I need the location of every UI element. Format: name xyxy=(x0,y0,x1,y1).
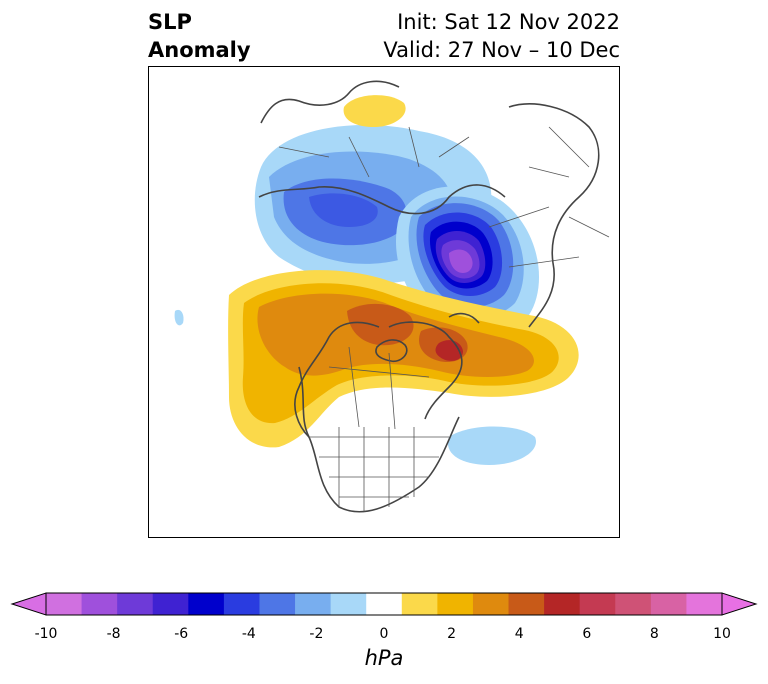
colorbar-tick-label: 4 xyxy=(514,626,524,642)
colorbar-tick-label: 6 xyxy=(582,626,592,642)
colorbar-segment xyxy=(401,593,438,615)
title-line-1: SLP xyxy=(148,10,192,34)
colorbar-segment xyxy=(152,593,189,615)
colorbar-tick-label: -8 xyxy=(106,626,121,642)
colorbar-segment xyxy=(117,593,154,615)
colorbar-segment xyxy=(188,593,225,615)
colorbar-tick-label: 0 xyxy=(379,626,389,642)
colorbar-tick-label: -6 xyxy=(174,626,189,642)
colorbar-tick-label: 2 xyxy=(447,626,457,642)
title-line-2: Anomaly xyxy=(148,38,251,62)
colorbar-segment xyxy=(46,593,83,615)
colorbar-segment xyxy=(330,593,367,615)
colorbar-segment xyxy=(579,593,616,615)
colorbar-segment xyxy=(259,593,296,615)
map-panel xyxy=(148,66,620,538)
colorbar-segment xyxy=(650,593,687,615)
colorbar-extend-left xyxy=(10,592,47,616)
colorbar-tick-label: 10 xyxy=(713,626,731,642)
state-borders xyxy=(278,126,610,512)
colorbar-label: hPa xyxy=(364,646,404,670)
positive-anomaly-canada xyxy=(228,270,579,448)
colorbar-extend-right xyxy=(721,592,758,616)
colorbar-tick-label: -4 xyxy=(241,626,256,642)
colorbar-tick-label: -2 xyxy=(309,626,324,642)
colorbar-segment xyxy=(366,593,403,615)
positive-anomaly-north xyxy=(343,95,406,127)
colorbar-segments xyxy=(10,592,758,616)
colorbar-tick-label: -10 xyxy=(34,626,58,642)
negative-anomaly-atlantic xyxy=(174,309,536,465)
colorbar-segment xyxy=(686,593,723,615)
colorbar-segment xyxy=(81,593,118,615)
negative-anomaly-europe xyxy=(395,186,540,334)
chart-title: SLP Anomaly xyxy=(148,8,251,64)
valid-range: Valid: 27 Nov – 10 Dec xyxy=(383,38,620,62)
colorbar xyxy=(10,592,758,616)
colorbar-segment xyxy=(472,593,510,615)
colorbar-segment xyxy=(544,593,581,615)
map-svg xyxy=(174,80,610,513)
colorbar-segment xyxy=(615,593,652,615)
init-date: Init: Sat 12 Nov 2022 xyxy=(397,10,620,34)
colorbar-segment xyxy=(508,593,545,615)
colorbar-segment xyxy=(223,593,260,615)
colorbar-tick-label: 8 xyxy=(649,626,659,642)
colorbar-outline xyxy=(45,592,723,616)
date-info: Init: Sat 12 Nov 2022 Valid: 27 Nov – 10… xyxy=(383,8,620,64)
colorbar-segment xyxy=(295,593,332,615)
coastlines xyxy=(258,80,600,513)
colorbar-segment xyxy=(437,593,474,615)
